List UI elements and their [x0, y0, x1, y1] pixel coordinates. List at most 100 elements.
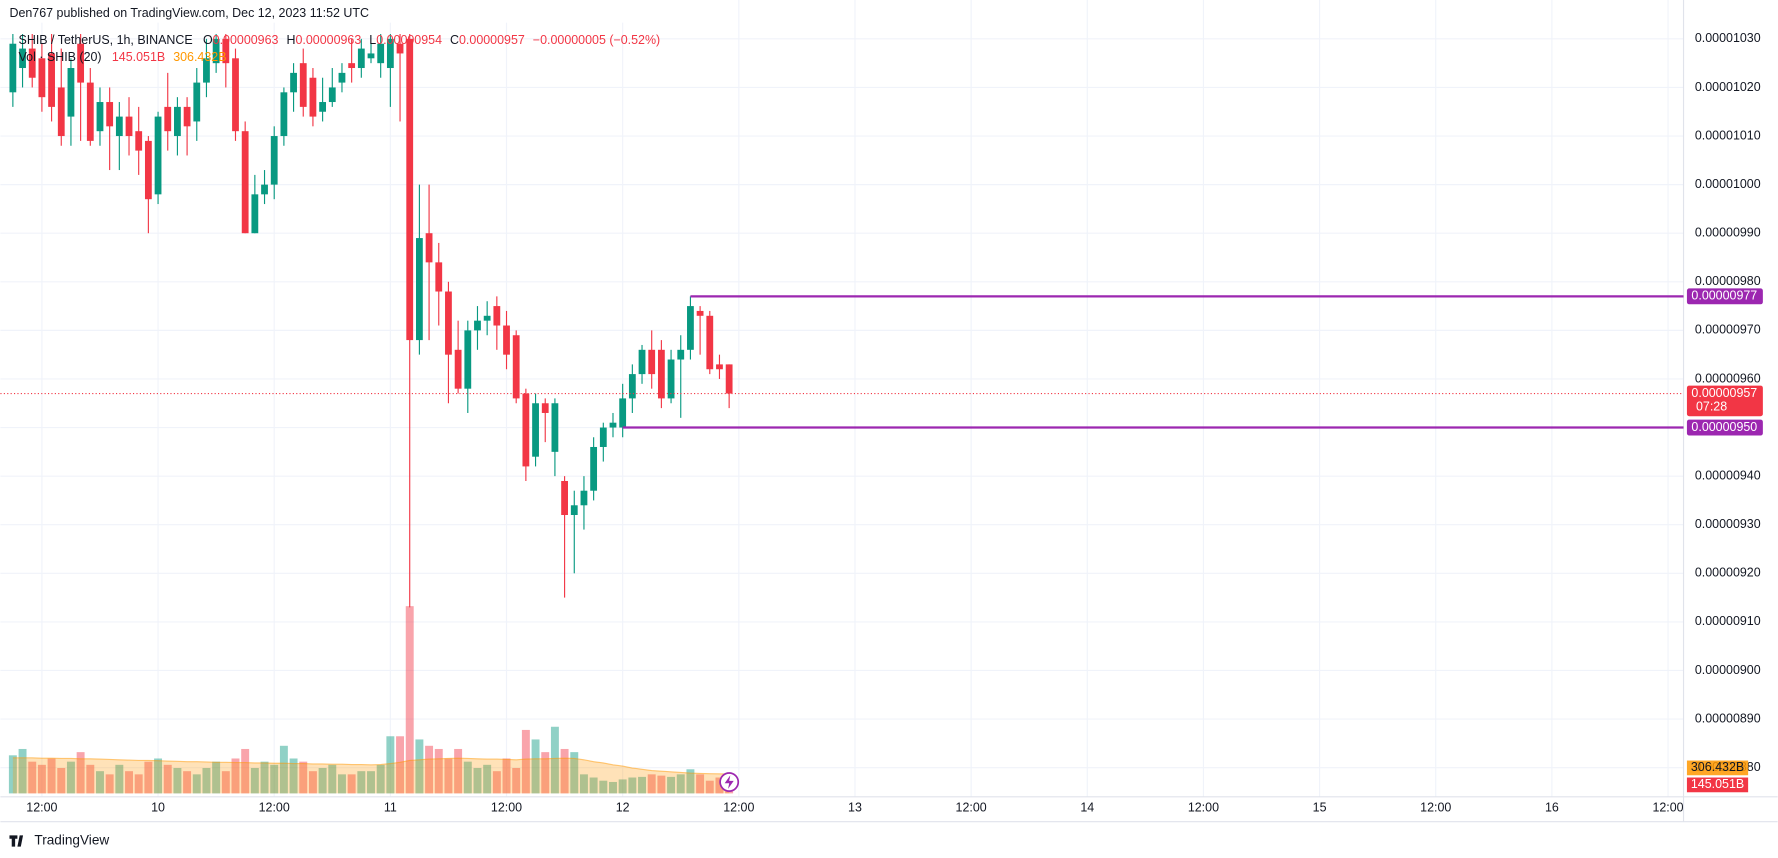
legend-low: 0.00000954: [376, 33, 442, 47]
candle-body: [154, 116, 162, 195]
candle-body: [609, 422, 617, 428]
volume-bar: [308, 771, 317, 794]
legend-key: H: [286, 33, 295, 47]
x-tick-label: 15: [1313, 800, 1327, 814]
candle-body: [309, 77, 317, 117]
candle-body: [590, 446, 598, 491]
candle-body: [493, 306, 501, 326]
legend-ohlc: SHIB / TetherUS, 1h, BINANCE O0.00000963…: [19, 33, 661, 47]
candle-body: [667, 359, 675, 399]
volume-bar: [521, 729, 530, 794]
candle-body: [241, 131, 249, 234]
candle-body: [638, 349, 646, 375]
volume-bar: [405, 606, 414, 794]
legend-volume-value: 145.051B: [112, 50, 165, 64]
x-tick-label: 10: [151, 800, 165, 814]
volume-bar: [279, 745, 288, 794]
candle-body: [261, 184, 268, 195]
y-tick-label: 0.00001000: [1695, 177, 1761, 191]
y-tick-label: 0.00000990: [1695, 226, 1761, 240]
candle-body: [270, 136, 278, 185]
volume-bar: [47, 758, 56, 794]
y-tick-label: 0.00000980: [1695, 274, 1761, 288]
volume-bar: [270, 764, 279, 794]
candle-body: [183, 106, 191, 127]
candle-body: [96, 102, 104, 132]
candle-body: [328, 87, 336, 103]
y-tick-label: 0.00000890: [1695, 711, 1761, 725]
volume-bar: [125, 771, 133, 794]
volume-bar: [250, 768, 259, 794]
volume-tag: [1686, 777, 1749, 793]
legend-key: O: [203, 33, 213, 47]
plot-layer: 0.00001030 0.00001020 0.00001010 0.00001000…: [0, 0, 1778, 823]
candle-body: [716, 364, 723, 370]
volume-bar: [444, 758, 453, 794]
volume-bar: [609, 781, 617, 794]
volume-bar: [66, 761, 75, 794]
candle-body: [561, 480, 568, 516]
volume-bar: [328, 764, 337, 794]
x-tick-label: 12:00: [1652, 800, 1683, 814]
volume-bar: [589, 777, 598, 794]
volume-bar: [105, 774, 114, 794]
candle-body: [425, 233, 433, 263]
y-tick-label: 0.00001020: [1695, 80, 1761, 94]
legend-key: C: [450, 33, 459, 47]
y-tick-label: 0.00000970: [1695, 323, 1761, 337]
price-tag: [1686, 385, 1763, 417]
volume-bar: [318, 768, 327, 794]
candle-body: [164, 106, 172, 132]
volume-tag-label: 145.051B: [1691, 777, 1744, 791]
volume-bar: [386, 736, 395, 794]
candle-body: [125, 116, 133, 137]
volume-bar: [28, 761, 37, 794]
volume-bar: [599, 780, 608, 794]
candle-body: [135, 131, 143, 151]
volume-bar: [473, 768, 482, 794]
candle-body: [28, 48, 36, 78]
candle-body: [619, 398, 627, 428]
volume-bar: [96, 771, 104, 794]
x-tick-label: 12:00: [956, 800, 987, 814]
x-tick-label: 11: [384, 800, 397, 814]
candle-body: [503, 325, 510, 355]
candle-body: [19, 48, 26, 69]
candle-body: [174, 106, 181, 137]
volume-ma-area: [12, 757, 730, 794]
legend-high: 0.00000963: [295, 33, 361, 47]
volume-bar: [454, 748, 463, 794]
volume-bar: [144, 761, 153, 794]
volume-bar: [192, 774, 201, 794]
y-tick-label: 0.00000930: [1695, 517, 1761, 531]
volume-bar: [37, 764, 46, 794]
volume-ma-tag: [1686, 760, 1749, 776]
x-tick-label: 12:00: [1420, 800, 1451, 814]
volume-bar: [357, 771, 366, 794]
level-tag-label: 0.00000950: [1691, 420, 1757, 434]
volume-bar: [260, 761, 269, 794]
candle-body: [628, 374, 636, 399]
candle-body: [348, 63, 356, 69]
legend-close: 0.00000957: [459, 33, 525, 47]
volume-bar: [425, 745, 434, 794]
volume-bar: [231, 758, 240, 794]
legend-change: −0.00000005 (−0.52%): [533, 33, 660, 47]
volume-bar: [347, 774, 356, 794]
volume-bar: [502, 758, 511, 794]
candle-body: [280, 92, 288, 137]
x-tick-label: 13: [848, 800, 862, 814]
volume-bar: [212, 761, 221, 794]
candle-body: [106, 102, 114, 127]
y-tick-label: 0.00000960: [1695, 371, 1761, 385]
candle-body: [77, 43, 85, 83]
y-tick-label: 0.00001010: [1695, 128, 1761, 142]
volume-bar: [376, 764, 385, 794]
volume-bar: [173, 768, 182, 794]
volume-bar: [696, 774, 705, 794]
x-tick-label: 12:00: [26, 800, 57, 814]
volume-bar: [705, 780, 714, 794]
candle-body: [464, 330, 472, 389]
candle-body: [580, 490, 588, 506]
candle-body: [9, 43, 17, 93]
